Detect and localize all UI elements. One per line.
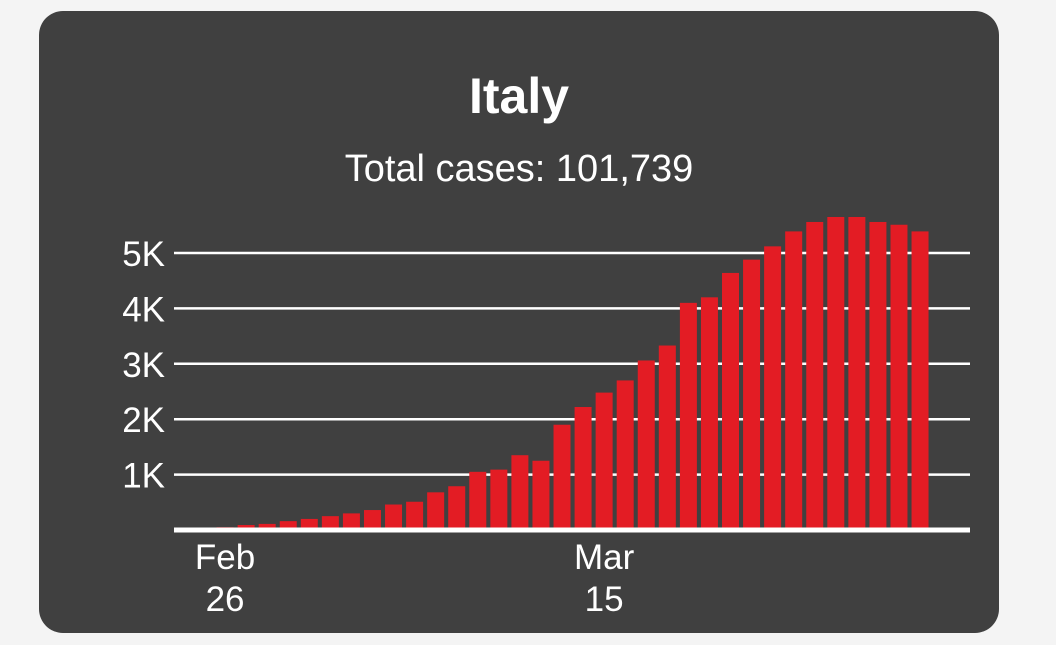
bar [532,460,550,530]
bar [743,259,761,530]
bar [511,455,529,530]
bar [700,297,718,530]
bar [637,360,655,530]
x-tick-label: 26 [206,580,245,619]
bar [385,504,403,530]
bar [911,231,929,531]
y-tick-label: 2K [122,401,165,440]
bar [595,392,613,530]
x-tick-label: Mar [574,538,635,577]
bar [258,523,276,530]
bar [869,221,887,530]
bar [890,224,908,530]
bar [406,501,424,530]
bar [616,380,634,530]
bar [363,510,381,530]
y-tick-label: 5K [122,235,165,274]
bar [785,231,803,531]
bar [827,216,845,531]
bar [574,407,592,530]
bar [490,469,508,530]
bar [722,272,739,530]
bar [342,513,360,530]
x-tick-label: Feb [195,538,255,577]
bar [679,302,697,530]
bar [300,518,318,530]
bar [469,471,487,530]
bar [764,246,782,531]
y-tick-label: 4K [122,290,165,329]
bar [321,516,339,530]
bar [448,486,466,530]
chart-title: Italy [468,68,570,124]
bar [279,521,297,530]
bar [848,216,866,531]
bar [553,424,571,530]
chart-subtitle: Total cases: 101,739 [344,148,694,190]
bar [658,345,676,530]
bar [427,492,445,530]
bar [806,221,824,530]
x-tick-label: 15 [585,580,624,619]
y-tick-label: 3K [122,346,165,385]
y-tick-label: 1K [122,457,165,496]
